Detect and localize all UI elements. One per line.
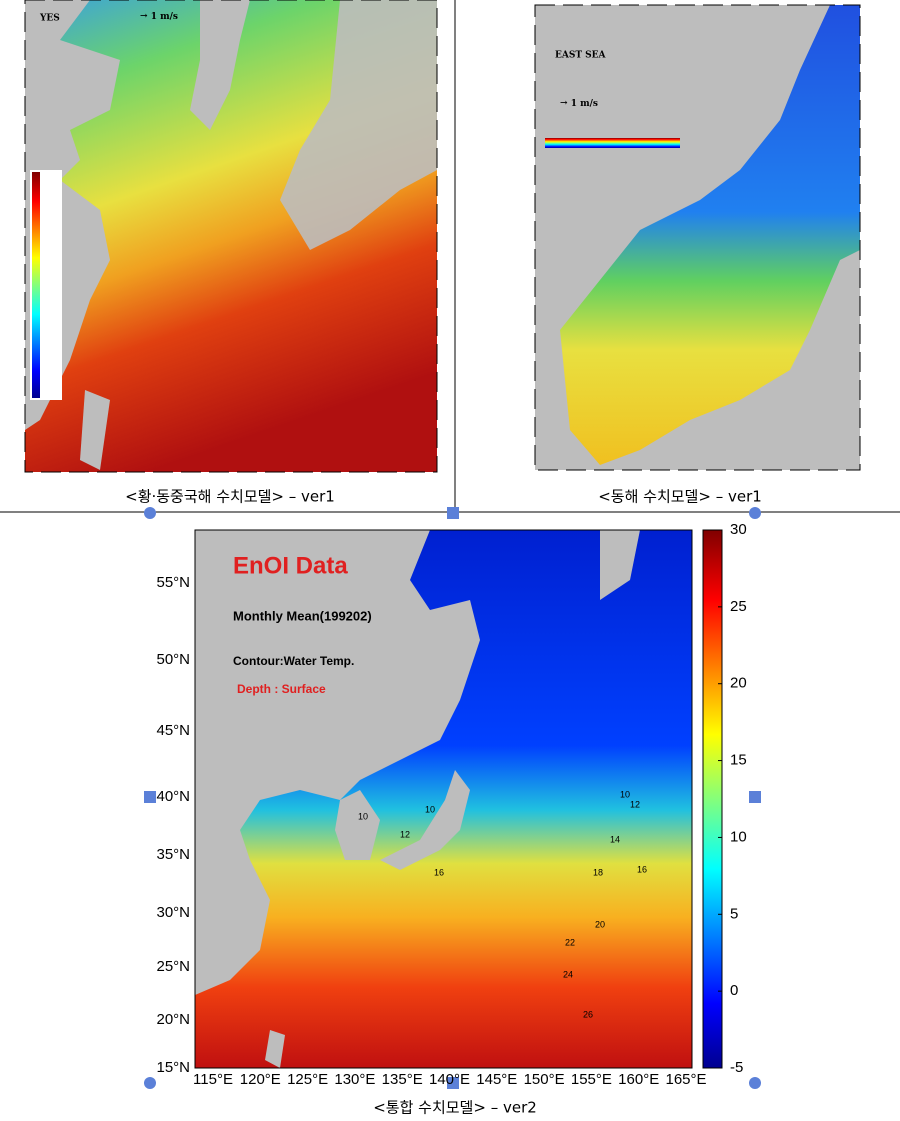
- map-note: Depth : Surface: [237, 682, 326, 696]
- lon-label: 165°E: [665, 1071, 706, 1088]
- map-title: EnOI Data: [233, 552, 348, 579]
- map-label: EAST SEA: [555, 51, 607, 61]
- contour-label: 16: [434, 867, 444, 877]
- lon-label: 125°E: [287, 1071, 328, 1088]
- colorbar-label: 20: [730, 675, 747, 692]
- lon-label: 155°E: [571, 1071, 612, 1088]
- contour-label: 14: [610, 834, 620, 844]
- lat-label: 45°N: [156, 722, 190, 739]
- map-subtitle: Monthly Mean(199202): [233, 608, 372, 623]
- scale-text: 1 m/s: [571, 99, 598, 109]
- contour-label: 24: [563, 969, 573, 979]
- lat-label: 25°N: [156, 958, 190, 975]
- contour-label: 22: [565, 937, 575, 947]
- colorbar-label: 30: [730, 521, 747, 538]
- contour-label: 16: [637, 864, 647, 874]
- scale-text: 1 m/s: [151, 12, 178, 22]
- lat-label: 55°N: [156, 574, 190, 591]
- lat-label: 40°N: [156, 788, 190, 805]
- map-note: Contour:Water Temp.: [233, 654, 354, 668]
- lon-label: 135°E: [382, 1071, 423, 1088]
- left-map: [24, 0, 438, 473]
- contour-label: 10: [620, 789, 630, 799]
- scale-label: → 1 m/s: [140, 12, 178, 22]
- lon-label: 140°E: [429, 1071, 470, 1088]
- lon-label: 115°E: [193, 1071, 233, 1088]
- colorbar-label: 25: [730, 598, 747, 615]
- contour-label: 12: [400, 829, 410, 839]
- colorbar-label: 5: [730, 905, 738, 922]
- colorbar-label: -5: [730, 1059, 743, 1076]
- colorbar-label: 0: [730, 982, 738, 999]
- selection-handles: [144, 507, 761, 1089]
- lon-label: 160°E: [618, 1071, 659, 1088]
- caption: <통합 수치모델> – ver2: [373, 1099, 537, 1117]
- lon-label: 145°E: [476, 1071, 517, 1088]
- lat-label: 20°N: [156, 1011, 190, 1028]
- lat-label: 30°N: [156, 904, 190, 921]
- right-map: [534, 4, 861, 471]
- bottom-map: [194, 529, 723, 1069]
- colorbar-label: 15: [730, 752, 747, 769]
- contour-label: 18: [593, 867, 603, 877]
- lat-label: 15°N: [156, 1059, 190, 1076]
- contour-label: 12: [630, 799, 640, 809]
- lat-label: 35°N: [156, 846, 190, 863]
- contour-label: 10: [425, 804, 435, 814]
- lon-label: 130°E: [334, 1071, 375, 1088]
- contour-label: 10: [358, 811, 368, 821]
- scale-label: → 1 m/s: [560, 99, 598, 109]
- contour-label: 26: [583, 1009, 593, 1019]
- lat-label: 50°N: [156, 651, 190, 668]
- lon-label: 150°E: [524, 1071, 565, 1088]
- caption: <동해 수치모델> – ver1: [598, 488, 762, 506]
- map-label: YES: [39, 14, 60, 24]
- lon-label: 120°E: [240, 1071, 281, 1088]
- caption: <황·동중국해 수치모델> – ver1: [125, 488, 335, 506]
- colorbar-label: 10: [730, 828, 747, 845]
- contour-label: 20: [595, 919, 605, 929]
